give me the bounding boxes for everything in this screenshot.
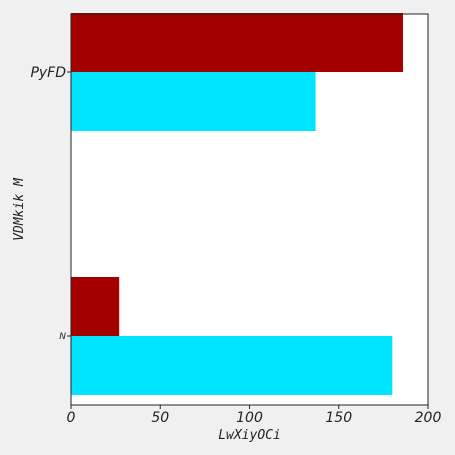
bars-group	[71, 13, 404, 395]
x-tick-label: 0	[67, 410, 76, 426]
x-ticks-group: 0 50 100 150 200	[67, 405, 442, 426]
category-label-pyfd: PyFD	[30, 65, 66, 81]
bar-n-series-1	[71, 277, 120, 336]
plot-frame	[70, 13, 429, 406]
x-tick-label: 100	[236, 410, 263, 426]
bar-pyfd-series-2	[71, 72, 316, 131]
bar-n-series-2	[71, 336, 393, 395]
x-tick-label: 50	[151, 410, 169, 426]
x-tick-label: 200	[415, 410, 442, 426]
bar-pyfd-series-1	[71, 13, 404, 72]
category-label-n: N	[59, 332, 66, 342]
x-tick-label: 150	[325, 410, 352, 426]
category-labels-group: PyFD N	[30, 65, 71, 342]
x-axis-title: LwXiyOCi	[218, 428, 281, 443]
y-axis-title: VDMkik M	[12, 177, 27, 241]
